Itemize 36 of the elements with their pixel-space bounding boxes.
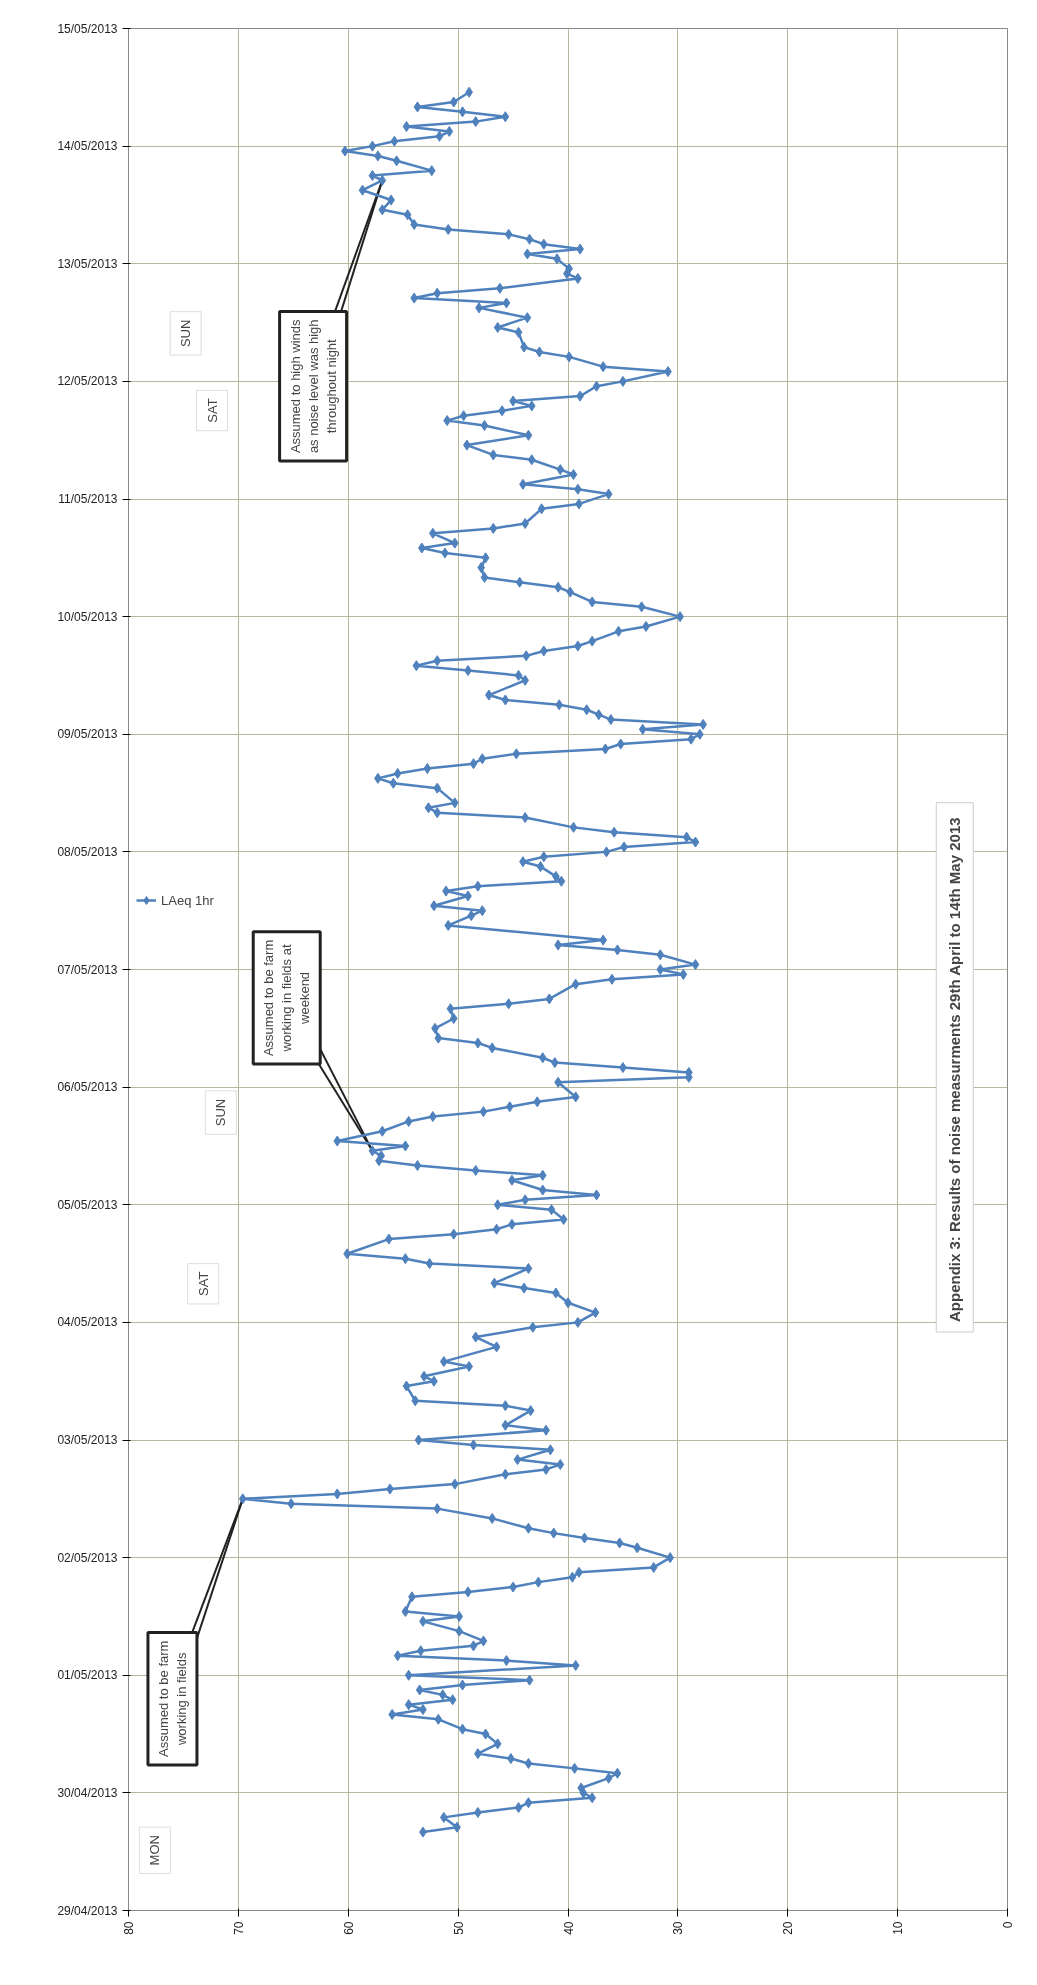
x-tick-label: 40 <box>561 1921 576 1935</box>
y-tick-label: 15/05/2013 <box>57 21 118 36</box>
y-tick-label: 06/05/2013 <box>57 1080 118 1095</box>
x-tick-label: 50 <box>451 1921 466 1935</box>
annotation: SUN <box>213 1098 229 1127</box>
y-tick-label: 08/05/2013 <box>57 844 118 859</box>
y-tick-label: 12/05/2013 <box>57 374 118 389</box>
y-tick-label: 07/05/2013 <box>57 962 118 977</box>
y-tick-label: 05/05/2013 <box>57 1197 118 1212</box>
x-tick-label: 70 <box>231 1921 246 1935</box>
y-tick-label: 11/05/2013 <box>58 492 118 506</box>
x-tick-label: 10 <box>891 1921 906 1935</box>
annotation: Assumed to be farm working in fields at weekend <box>261 939 313 1057</box>
text: Appendix 3: Results of noise measurments 29th April to 14th May 2013 <box>946 817 964 1323</box>
y-tick-label: 30/04/2013 <box>57 1785 118 1800</box>
legend-label: LAeq 1hr <box>161 892 214 908</box>
x-tick-label: 0 <box>1001 1921 1015 1929</box>
y-tick-label: 14/05/2013 <box>57 139 118 154</box>
y-tick-label: 10/05/2013 <box>57 609 118 624</box>
annotation: SAT <box>195 1271 211 1296</box>
annotation: SUN <box>178 319 194 348</box>
x-tick-label: 30 <box>671 1921 686 1935</box>
annotation: MON <box>147 1835 163 1866</box>
y-tick-label: 01/05/2013 <box>57 1668 118 1683</box>
x-tick-label: 80 <box>122 1921 136 1935</box>
y-tick-label: 03/05/2013 <box>57 1433 118 1447</box>
annotation: Assumed to high winds as noise level was high throughout night <box>287 318 339 454</box>
y-tick-label: 29/04/2013 <box>57 1903 118 1918</box>
annotation: SAT <box>204 398 220 423</box>
x-tick-label: 20 <box>781 1921 796 1935</box>
annotation: Assumed to be farm working in fields <box>155 1640 189 1757</box>
y-tick-label: 09/05/2013 <box>57 727 118 742</box>
y-tick-label: 02/05/2013 <box>57 1550 118 1565</box>
y-tick-label: 04/05/2013 <box>57 1315 118 1330</box>
x-tick-label: 60 <box>341 1921 356 1935</box>
y-tick-label: 13/05/2013 <box>57 256 118 271</box>
